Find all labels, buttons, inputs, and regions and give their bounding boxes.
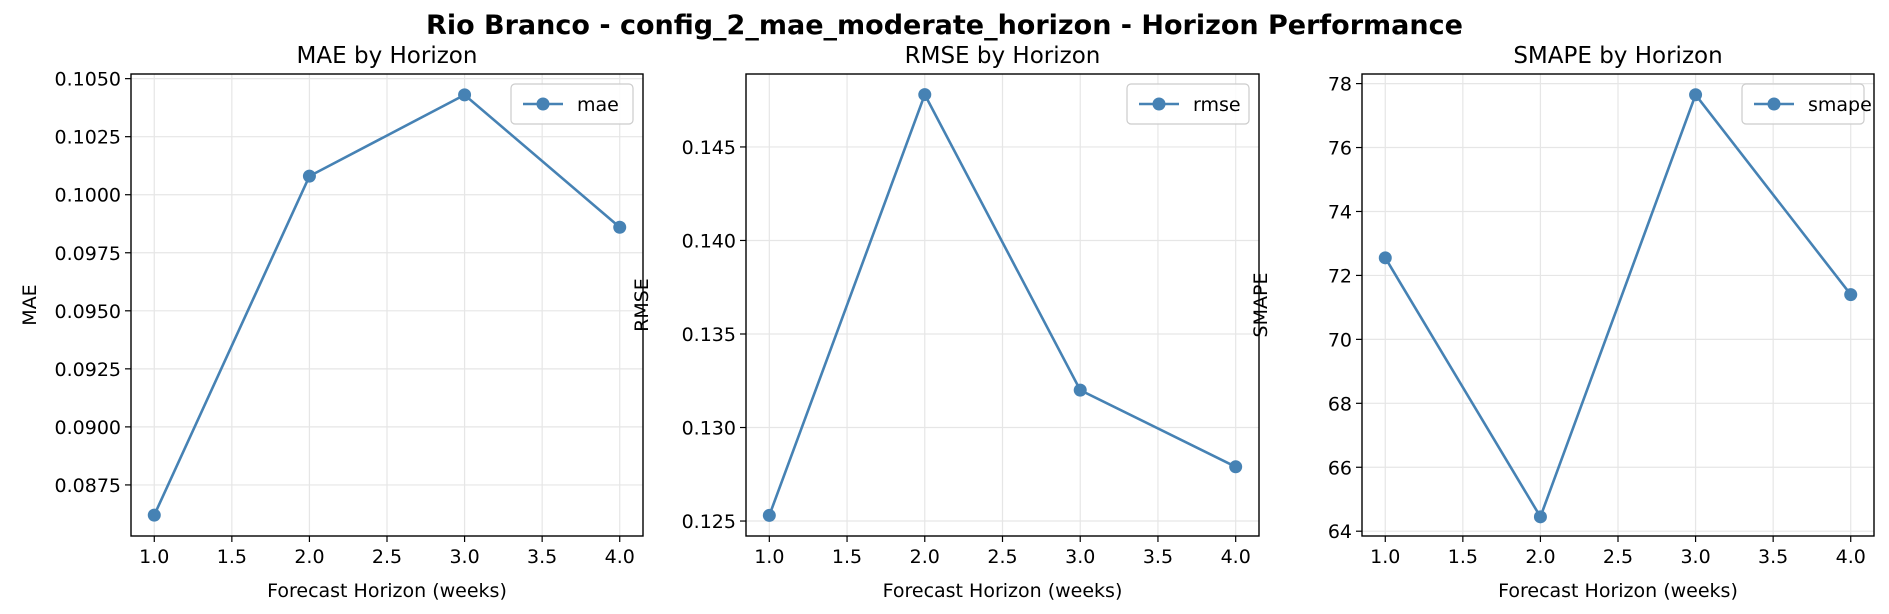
panel-1-x-tick-label: 2.0 xyxy=(294,546,324,568)
panel-3-y-axis-label: SMAPE xyxy=(1250,273,1272,338)
panel-2-x-tick-label: 2.0 xyxy=(910,546,940,568)
panel-2-data-point xyxy=(918,88,932,102)
panel-2-legend-box xyxy=(1126,83,1250,125)
panel-1-legend-box xyxy=(510,83,634,125)
panel-2-legend-swatch-marker xyxy=(1152,97,1166,111)
panel-3-x-axis-label: Forecast Horizon (weeks) xyxy=(1498,580,1738,602)
panel-2-x-tick-label: 4.0 xyxy=(1221,546,1251,568)
panel-3-y-tick-label: 66 xyxy=(1328,457,1352,479)
panel-3-x-tick-label: 1.0 xyxy=(1370,546,1400,568)
panel-3-x-tick-label: 2.5 xyxy=(1603,546,1633,568)
panel-1-y-tick-label: 0.0950 xyxy=(55,301,121,323)
panel-3-legend-swatch-marker xyxy=(1767,97,1781,111)
panel-2-axes-frame xyxy=(745,73,1260,537)
panel-1-x-tick-label: 4.0 xyxy=(605,546,635,568)
panel-2-y-tick-label: 0.135 xyxy=(682,324,736,346)
panel-3-x-tick-label: 4.0 xyxy=(1836,546,1866,568)
panel-2-legend-label: rmse xyxy=(1193,94,1241,116)
panel-1-data-point xyxy=(613,220,627,234)
panel-1-x-tick-label: 1.0 xyxy=(139,546,169,568)
panel-2-x-axis-label: Forecast Horizon (weeks) xyxy=(883,580,1123,602)
panel-1-x-tick-label: 1.5 xyxy=(217,546,247,568)
panel-3-legend-label: smape xyxy=(1808,94,1872,116)
panel-2-data-point xyxy=(762,508,776,522)
panel-1-data-point xyxy=(302,169,316,183)
panel-3-title: SMAPE by Horizon xyxy=(1513,43,1722,69)
panel-2-data-point xyxy=(1229,460,1243,474)
panel-2-y-tick-label: 0.130 xyxy=(682,418,736,440)
panel-1-data-point xyxy=(458,88,472,102)
panel-2-x-tick-label: 3.0 xyxy=(1065,546,1095,568)
panel-1-series-line-mae xyxy=(153,93,621,516)
panel-3-y-tick-label: 70 xyxy=(1328,329,1352,351)
panel-1-axes-frame xyxy=(130,73,644,537)
figure-title: Rio Branco - config_2_mae_moderate_horiz… xyxy=(426,10,1463,41)
panel-1-y-tick-label: 0.1025 xyxy=(55,127,121,149)
panel-1-x-axis-label: Forecast Horizon (weeks) xyxy=(267,580,507,602)
panel-1-legend-label: mae xyxy=(577,94,619,116)
panel-3-y-tick-label: 64 xyxy=(1328,521,1352,543)
panel-2-y-tick-label: 0.125 xyxy=(682,511,736,533)
panel-1-y-axis-label: MAE xyxy=(19,284,41,325)
panel-2-x-tick-label: 1.5 xyxy=(832,546,862,568)
panel-2-title: RMSE by Horizon xyxy=(905,43,1101,69)
panel-3-x-tick-label: 2.0 xyxy=(1525,546,1555,568)
panel-2-y-tick-label: 0.145 xyxy=(682,137,736,159)
panel-3-axes-frame xyxy=(1361,73,1875,537)
panel-3-x-tick-label: 3.5 xyxy=(1758,546,1788,568)
panel-1-title: MAE by Horizon xyxy=(297,43,478,69)
panel-3-data-point xyxy=(1689,88,1703,102)
panel-3-legend-box xyxy=(1741,83,1865,125)
panel-1-y-tick-label: 0.1000 xyxy=(55,185,121,207)
panel-2-x-tick-label: 3.5 xyxy=(1143,546,1173,568)
panel-2-series-line-rmse xyxy=(768,91,1237,516)
panel-3-data-point xyxy=(1533,510,1547,524)
panel-1-y-tick-label: 0.0900 xyxy=(55,417,121,439)
panel-1-x-tick-label: 3.5 xyxy=(527,546,557,568)
panel-1-y-tick-label: 0.0875 xyxy=(55,475,121,497)
panel-3-y-tick-label: 74 xyxy=(1328,201,1352,223)
panel-3-series-line-smape xyxy=(1384,92,1852,520)
panel-1-y-tick-label: 0.0925 xyxy=(55,359,121,381)
panel-2-x-tick-label: 2.5 xyxy=(987,546,1017,568)
panel-2-y-axis-label: RMSE xyxy=(631,278,653,332)
panel-1-y-tick-label: 0.1050 xyxy=(55,69,121,91)
panel-1-legend-swatch-marker xyxy=(536,97,550,111)
panel-1-x-tick-label: 3.0 xyxy=(449,546,479,568)
panel-3-data-point xyxy=(1844,288,1858,302)
panel-1-data-point xyxy=(147,508,161,522)
panel-3-x-tick-label: 3.0 xyxy=(1680,546,1710,568)
panel-2-y-tick-label: 0.140 xyxy=(682,230,736,252)
panel-3-data-point xyxy=(1378,251,1392,265)
panel-3-y-tick-label: 76 xyxy=(1328,138,1352,160)
panel-1-x-tick-label: 2.5 xyxy=(372,546,402,568)
panel-1-y-tick-label: 0.0975 xyxy=(55,243,121,265)
panel-2-data-point xyxy=(1073,383,1087,397)
panel-3-x-tick-label: 1.5 xyxy=(1448,546,1478,568)
panel-3-y-tick-label: 68 xyxy=(1328,393,1352,415)
panel-3-y-tick-label: 78 xyxy=(1328,74,1352,96)
panel-2-x-tick-label: 1.0 xyxy=(754,546,784,568)
panel-3-y-tick-label: 72 xyxy=(1328,265,1352,287)
